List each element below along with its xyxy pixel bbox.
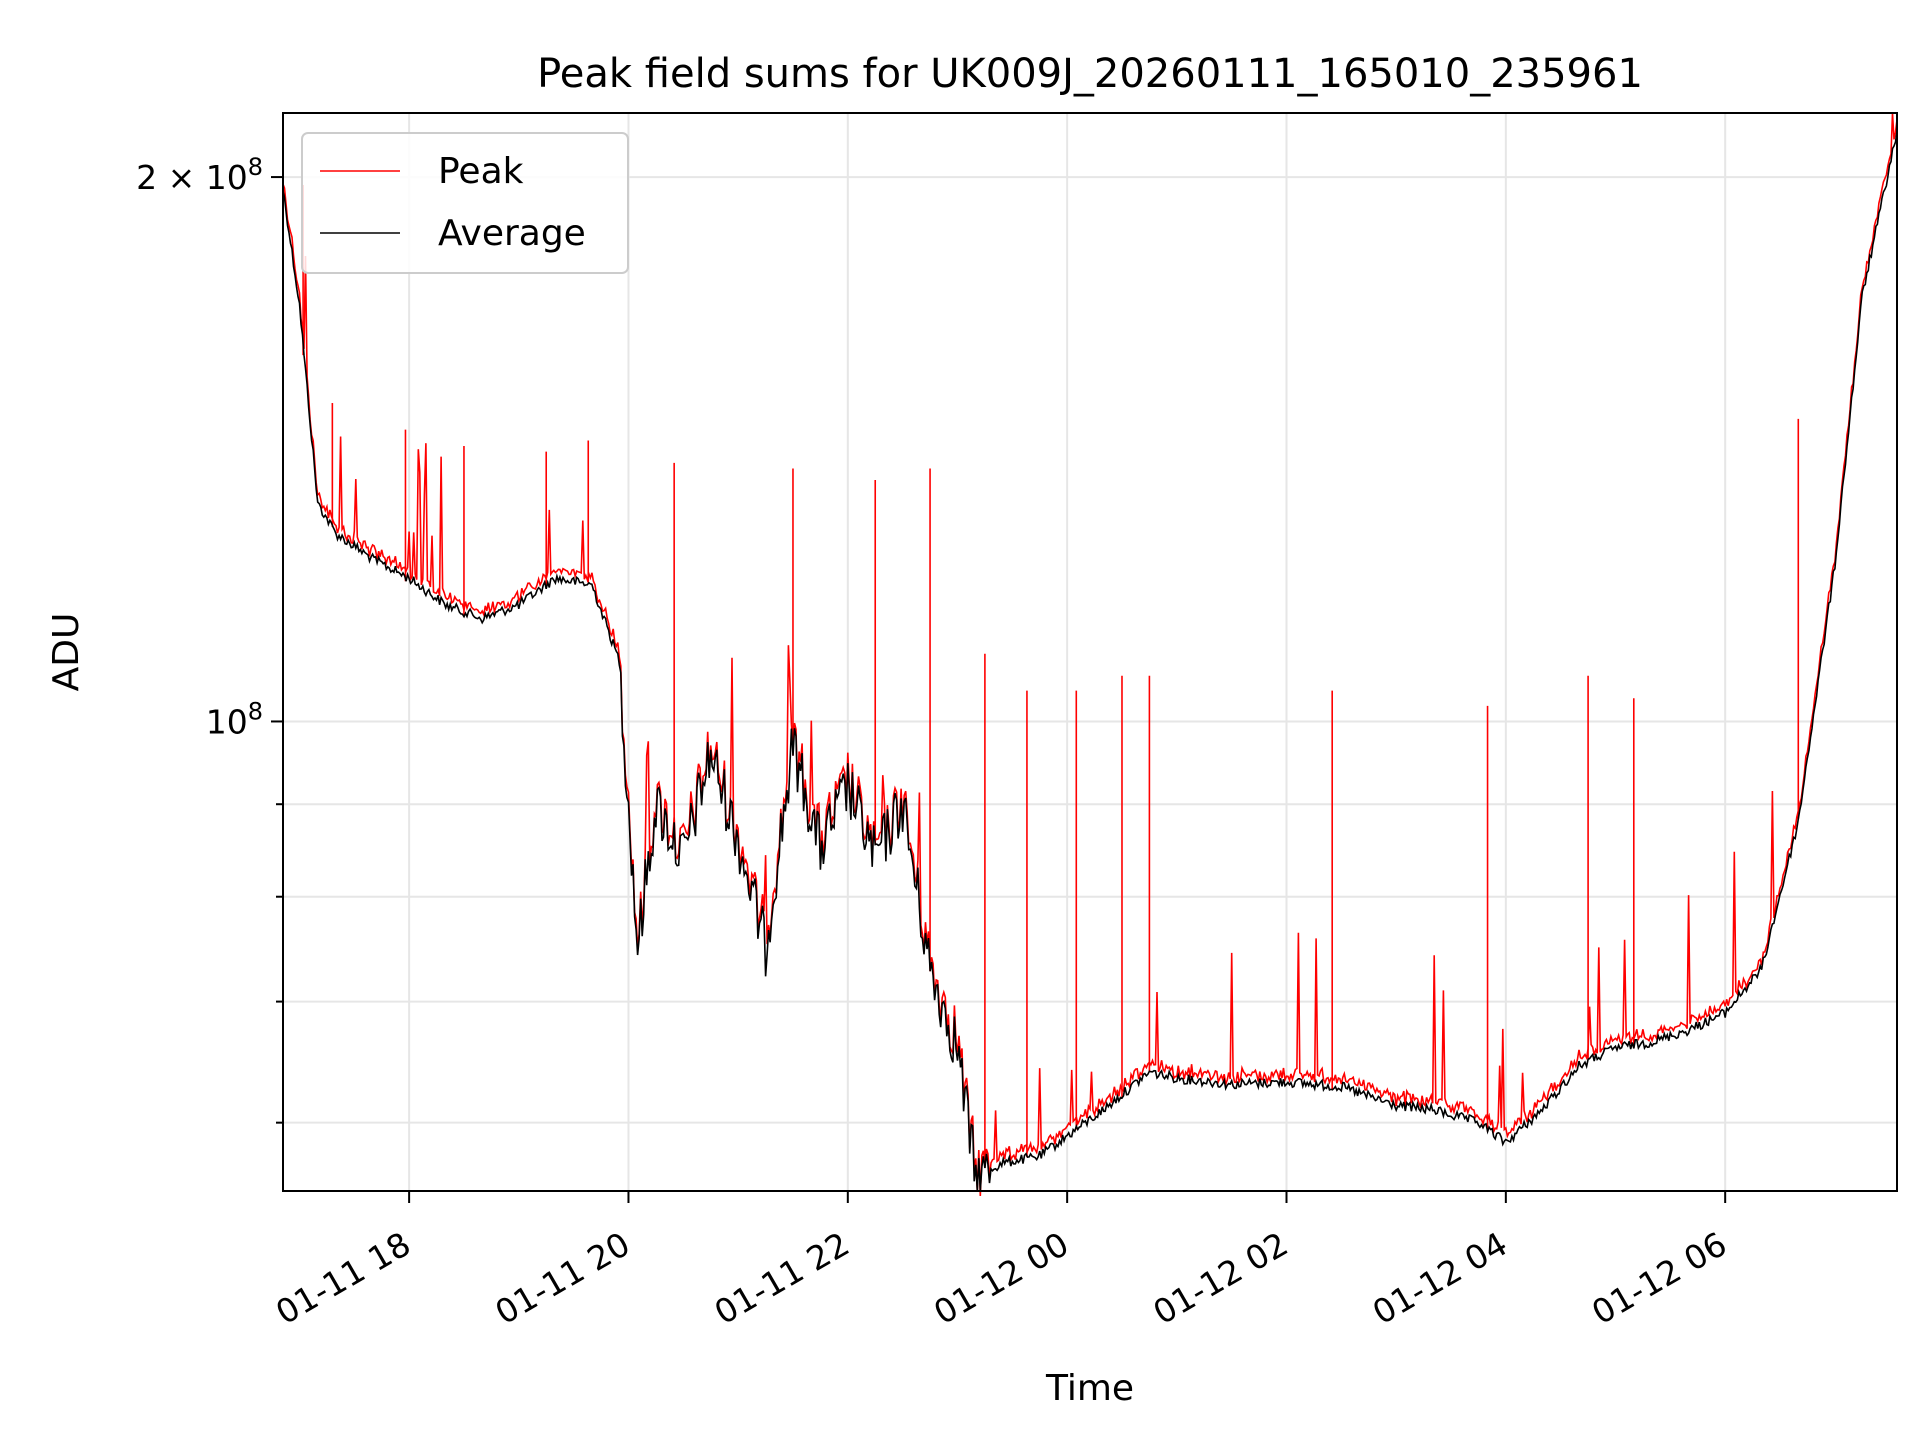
legend-label-average: Average: [438, 213, 586, 254]
grid: [283, 113, 1897, 1191]
legend: Peak Average: [301, 132, 629, 274]
chart-title: Peak field sums for UK009J_20260111_1650…: [537, 51, 1643, 97]
legend-label-peak: Peak: [438, 151, 524, 192]
y-tick-label: 2 × 108: [136, 153, 263, 197]
series-line-average: [282, 131, 1898, 1192]
x-axis-label: Time: [1045, 1368, 1134, 1409]
series-line-peak: [282, 112, 1898, 1197]
legend-box: [301, 132, 629, 274]
plot-area: [282, 112, 1898, 1197]
y-axis-label: ADU: [46, 613, 87, 692]
y-tick-label: 108: [206, 697, 263, 741]
y-axis: 108 2 × 108: [136, 153, 283, 1124]
plot-frame: [282, 112, 1898, 1192]
